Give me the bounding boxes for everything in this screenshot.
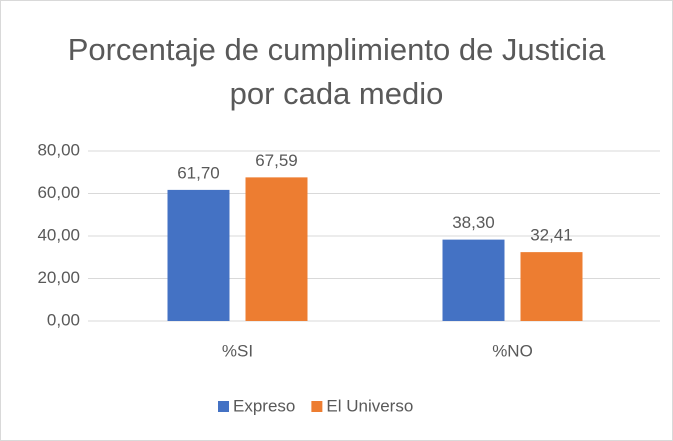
- value-label: 61,70: [177, 163, 220, 182]
- bar: [167, 189, 230, 321]
- value-label: 32,41: [530, 226, 573, 245]
- bar: [442, 239, 505, 321]
- legend-label: El Universo: [326, 396, 413, 415]
- value-label: 38,30: [452, 213, 495, 232]
- value-label: 67,59: [255, 151, 298, 170]
- x-tick-label: %SI: [222, 341, 253, 360]
- legend-swatch: [311, 401, 323, 412]
- y-tick-label: 80,00: [37, 140, 80, 159]
- x-tick-label: %NO: [492, 341, 533, 360]
- bar: [245, 177, 308, 321]
- bar: [520, 252, 583, 321]
- chart-title: Porcentaje de cumplimiento de Justicia p…: [67, 32, 606, 111]
- legend-swatch: [218, 401, 229, 412]
- y-tick-label: 20,00: [37, 268, 80, 287]
- y-tick-label: 40,00: [37, 225, 80, 244]
- y-tick-label: 60,00: [37, 183, 80, 202]
- legend-label: Expreso: [233, 396, 295, 415]
- y-tick-label: 0,00: [47, 310, 80, 329]
